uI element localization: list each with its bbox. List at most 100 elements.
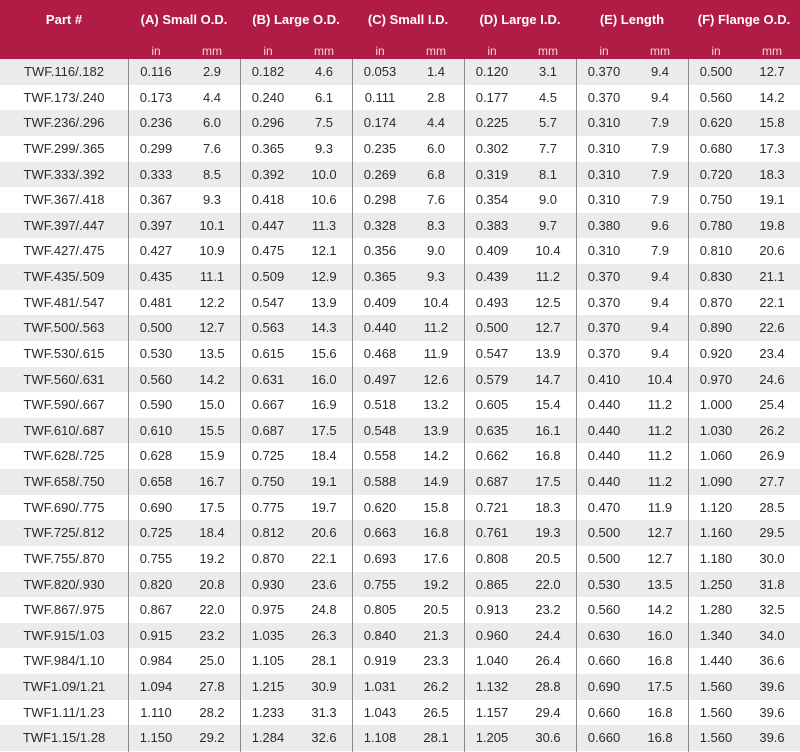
value-mm-cell: 4.5 — [538, 89, 558, 105]
value-in-cell: 0.725 — [139, 525, 173, 541]
value-in-cell: 0.605 — [475, 397, 509, 413]
value-mm-cell: 13.9 — [311, 294, 337, 310]
value-mm-cell: 7.9 — [650, 192, 670, 208]
value-in-cell: 1.030 — [699, 422, 733, 438]
value-in-cell: 0.310 — [587, 115, 621, 131]
value-in-cell: 0.865 — [475, 576, 509, 592]
value-mm-cell: 6.1 — [314, 89, 334, 105]
value-in-cell: 0.870 — [699, 294, 733, 310]
value-mm-cell: 2.8 — [426, 89, 446, 105]
unit-mm-label: mm — [314, 44, 334, 58]
value-mm-cell: 22.1 — [311, 550, 337, 566]
value-mm-cell: 11.2 — [647, 474, 673, 489]
value-in-cell: 0.755 — [363, 576, 397, 592]
value-in-cell: 0.810 — [699, 243, 733, 259]
value-in-cell: 0.427 — [139, 243, 173, 259]
header-group: (C) Small I.D. — [367, 12, 449, 27]
unit-in-label: in — [711, 44, 721, 58]
table-row: TWF.173/.240 0.173 4.4 0.240 6.1 0.111 2.8 0.17… — [0, 85, 800, 111]
value-in-cell: 0.177 — [475, 89, 509, 105]
value-mm-cell: 17.5 — [647, 679, 673, 694]
value-in-cell: 0.500 — [475, 320, 509, 336]
column-divider — [576, 59, 577, 752]
value-mm-cell: 21.3 — [423, 627, 449, 643]
value-in-cell: 0.302 — [475, 140, 509, 156]
value-mm-cell: 16.0 — [311, 371, 337, 387]
value-in-cell: 0.590 — [139, 397, 173, 413]
table-row: TWF.435/.509 0.435 11.1 0.509 12.9 0.365 9.3 0.… — [0, 264, 800, 290]
value-mm-cell: 24.4 — [535, 627, 561, 643]
value-in-cell: 0.631 — [251, 371, 285, 387]
value-mm-cell: 9.4 — [650, 320, 670, 336]
value-mm-cell: 19.1 — [311, 474, 337, 489]
header-group: (A) Small O.D. — [140, 12, 228, 27]
table-row: TWF.725/.812 0.725 18.4 0.812 20.6 0.663 16.8 0… — [0, 520, 800, 546]
value-mm-cell: 11.1 — [199, 269, 225, 284]
value-mm-cell: 17.3 — [759, 140, 785, 156]
value-mm-cell: 9.0 — [538, 192, 558, 208]
value-in-cell: 1.233 — [251, 704, 285, 720]
value-in-cell: 0.805 — [363, 602, 397, 618]
value-mm-cell: 5.7 — [538, 115, 558, 131]
value-mm-cell: 22.0 — [535, 576, 561, 592]
value-mm-cell: 23.3 — [423, 653, 449, 669]
value-mm-cell: 12.7 — [535, 320, 561, 336]
value-mm-cell: 26.2 — [759, 422, 785, 438]
value-mm-cell: 7.9 — [650, 115, 670, 131]
value-in-cell: 1.132 — [475, 679, 509, 694]
value-mm-cell: 21.1 — [759, 269, 785, 284]
value-mm-cell: 10.4 — [535, 243, 561, 259]
value-in-cell: 0.053 — [363, 64, 397, 79]
value-mm-cell: 10.1 — [199, 217, 225, 233]
value-mm-cell: 10.9 — [199, 243, 225, 259]
value-mm-cell: 14.2 — [759, 89, 785, 105]
value-in-cell: 1.250 — [699, 576, 733, 592]
value-in-cell: 0.319 — [475, 166, 509, 182]
value-in-cell: 0.182 — [251, 64, 285, 79]
table-row: TWF.690/.775 0.690 17.5 0.775 19.7 0.620 15.8 0… — [0, 495, 800, 521]
value-in-cell: 0.468 — [363, 345, 397, 361]
value-mm-cell: 16.8 — [647, 704, 673, 720]
value-in-cell: 0.530 — [139, 345, 173, 361]
part-number-cell: TWF1.11/1.23 — [23, 704, 105, 720]
unit-in-label: in — [151, 44, 161, 58]
value-mm-cell: 7.9 — [650, 166, 670, 182]
value-in-cell: 0.409 — [475, 243, 509, 259]
value-in-cell: 0.563 — [251, 320, 285, 336]
value-in-cell: 0.397 — [139, 217, 173, 233]
value-in-cell: 0.370 — [587, 320, 621, 336]
value-mm-cell: 28.5 — [759, 499, 785, 515]
value-mm-cell: 13.5 — [199, 345, 225, 361]
value-mm-cell: 39.6 — [759, 730, 785, 746]
value-in-cell: 0.509 — [251, 269, 285, 284]
value-in-cell: 1.035 — [251, 627, 285, 643]
part-number-cell: TWF.755/.870 — [23, 550, 105, 566]
value-mm-cell: 16.8 — [647, 653, 673, 669]
table-row: TWF.367/.418 0.367 9.3 0.418 10.6 0.298 7.6 0.3… — [0, 187, 800, 213]
value-in-cell: 0.620 — [699, 115, 733, 131]
value-mm-cell: 14.2 — [647, 602, 673, 618]
table-row: TWF.867/.975 0.867 22.0 0.975 24.8 0.805 20.5 0… — [0, 597, 800, 623]
value-in-cell: 0.174 — [363, 115, 397, 131]
value-in-cell: 1.157 — [475, 704, 509, 720]
value-mm-cell: 7.6 — [202, 140, 222, 156]
value-in-cell: 0.610 — [139, 422, 173, 438]
value-mm-cell: 16.8 — [423, 525, 449, 541]
table-header: Part # (A) Small O.D. in mm (B) Large O.D. in… — [0, 0, 800, 59]
value-in-cell: 0.919 — [363, 653, 397, 669]
value-in-cell: 0.435 — [139, 269, 173, 284]
value-mm-cell: 39.6 — [759, 679, 785, 694]
value-in-cell: 0.447 — [251, 217, 285, 233]
value-mm-cell: 18.3 — [535, 499, 561, 515]
value-in-cell: 0.518 — [363, 397, 397, 413]
value-mm-cell: 23.2 — [535, 602, 561, 618]
table-row: TWF.590/.667 0.590 15.0 0.667 16.9 0.518 13.2 0… — [0, 392, 800, 418]
table-body: TWF.116/.182 0.116 2.9 0.182 4.6 0.053 1.4 0.12… — [0, 59, 800, 751]
table-row: TWF.610/.687 0.610 15.5 0.687 17.5 0.548 13.9 0… — [0, 417, 800, 444]
value-in-cell: 0.558 — [363, 448, 397, 464]
value-mm-cell: 7.9 — [650, 243, 670, 259]
value-in-cell: 0.820 — [139, 576, 173, 592]
value-in-cell: 0.120 — [475, 64, 509, 79]
unit-in-label: in — [263, 44, 273, 58]
